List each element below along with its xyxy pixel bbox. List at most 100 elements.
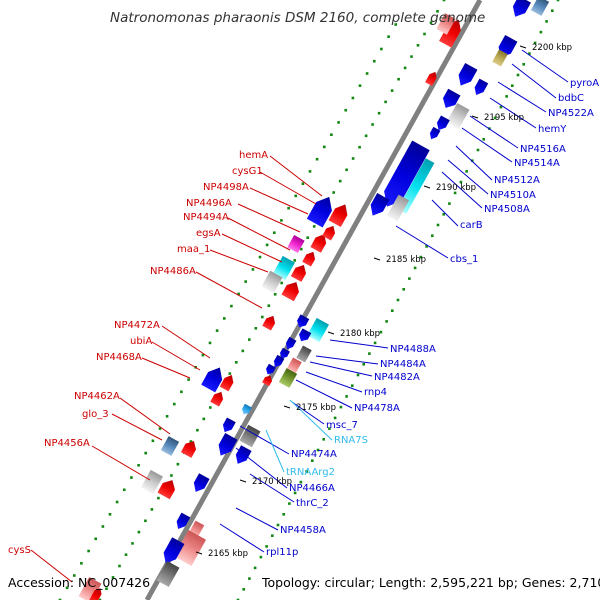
gc-dot (223, 317, 226, 320)
gc-dot (280, 219, 283, 222)
reverse-leader-line (315, 355, 379, 365)
reverse-leader-line (441, 171, 483, 209)
gc-dot (228, 372, 232, 375)
tick-mark (239, 479, 247, 483)
topology-text: Topology: circular; Length: 2,595,221 bp… (261, 575, 600, 590)
reverse-leader-line (239, 425, 290, 455)
gene-feature (439, 19, 461, 48)
forward-leader-line (259, 171, 317, 205)
gene-feature (296, 345, 312, 363)
gene-feature (280, 347, 290, 359)
gc-dot (423, 32, 426, 36)
gene-feature (156, 560, 180, 588)
gc-dot (137, 530, 141, 534)
gc-dot (105, 587, 108, 590)
gene-feature (302, 251, 316, 267)
gc-dot (253, 566, 257, 570)
gc-dot (288, 502, 291, 505)
reverse-leader-line (235, 447, 288, 489)
forward-leader-line (237, 203, 301, 233)
gc-dot (345, 168, 348, 172)
gc-dot (305, 470, 308, 473)
gene-feature (429, 126, 441, 140)
gc-dot (316, 448, 320, 452)
gc-dot (306, 236, 309, 239)
gc-dot (124, 553, 128, 556)
gc-dot (265, 243, 269, 247)
gc-dot (387, 35, 390, 38)
gc-dot (499, 105, 503, 109)
gene-feature (163, 537, 185, 564)
gc-dot (189, 440, 193, 443)
tick-mark (519, 45, 527, 49)
forward-gene-label: NP4472A (114, 320, 160, 331)
tick-label: 2185 kbp (386, 255, 426, 265)
accession-text: Accession: NC_007426 (8, 575, 150, 590)
reverse-gene-label: rnp4 (364, 387, 387, 398)
gene-feature (242, 403, 252, 415)
gc-dot (237, 292, 240, 296)
gc-dot (516, 73, 520, 77)
gc-dot (545, 20, 548, 23)
reverse-leader-line (511, 63, 557, 99)
gc-dot (65, 586, 69, 590)
gc-dot (384, 100, 387, 104)
reverse-gene-label: NP4514A (514, 158, 560, 169)
gene-feature (492, 49, 508, 67)
gc-dot (385, 320, 388, 323)
gc-dot (180, 390, 183, 394)
gene-feature (310, 234, 327, 253)
gc-dot (333, 416, 337, 420)
gc-dot (403, 66, 407, 70)
reverse-gene-label: bdbC (558, 93, 584, 104)
forward-leader-line (161, 325, 211, 359)
gc-content-dot-track (58, 0, 560, 600)
gc-dot (251, 268, 255, 271)
reverse-leader-line (309, 361, 373, 377)
map-title: Natronomonas pharaonis DSM 2160, complet… (110, 10, 485, 26)
gc-dot (196, 428, 199, 432)
forward-gene-label: NP4498A (203, 182, 249, 193)
gc-dot (293, 259, 296, 262)
gc-dot (173, 402, 176, 406)
gc-dot (101, 525, 105, 528)
gc-dot (254, 327, 258, 330)
gene-feature (443, 88, 461, 108)
gc-dot (471, 159, 474, 162)
gc-dot (299, 247, 303, 251)
gc-dot (293, 491, 297, 495)
forward-leader-line (141, 357, 191, 379)
gc-dot (453, 191, 457, 195)
forward-gene-label: cysS (8, 545, 31, 556)
gc-dot (94, 537, 97, 541)
gc-dot (364, 134, 368, 138)
reverse-leader-line (249, 473, 295, 503)
gene-feature (180, 441, 197, 458)
forward-leader-line (151, 341, 201, 371)
gc-dot (416, 44, 420, 47)
gc-dot (448, 202, 451, 205)
reverse-gene-label: NP4484A (380, 359, 426, 370)
reverse-leader-line (305, 371, 363, 393)
tick-mark (283, 405, 291, 409)
gene-feature (281, 282, 299, 302)
gc-dot (111, 576, 115, 579)
gc-dot (236, 598, 240, 600)
gc-dot (345, 395, 348, 398)
gc-dot (402, 288, 405, 291)
reverse-leader-line (395, 225, 449, 259)
gc-dot (351, 157, 355, 160)
gene-feature (141, 469, 163, 495)
gc-dot (273, 231, 276, 234)
gc-dot (315, 157, 319, 161)
gc-dot (330, 133, 333, 136)
gc-dot (244, 280, 247, 283)
forward-leader-line (195, 271, 263, 309)
gene-feature (88, 588, 102, 600)
reverse-gene-label: NP4474A (291, 449, 337, 460)
gene-feature (193, 473, 210, 492)
gene-feature (273, 255, 295, 281)
gc-dot (373, 59, 376, 63)
gene-feature (530, 0, 550, 16)
